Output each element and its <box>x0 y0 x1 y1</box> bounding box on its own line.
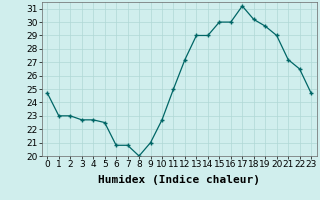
X-axis label: Humidex (Indice chaleur): Humidex (Indice chaleur) <box>98 175 260 185</box>
